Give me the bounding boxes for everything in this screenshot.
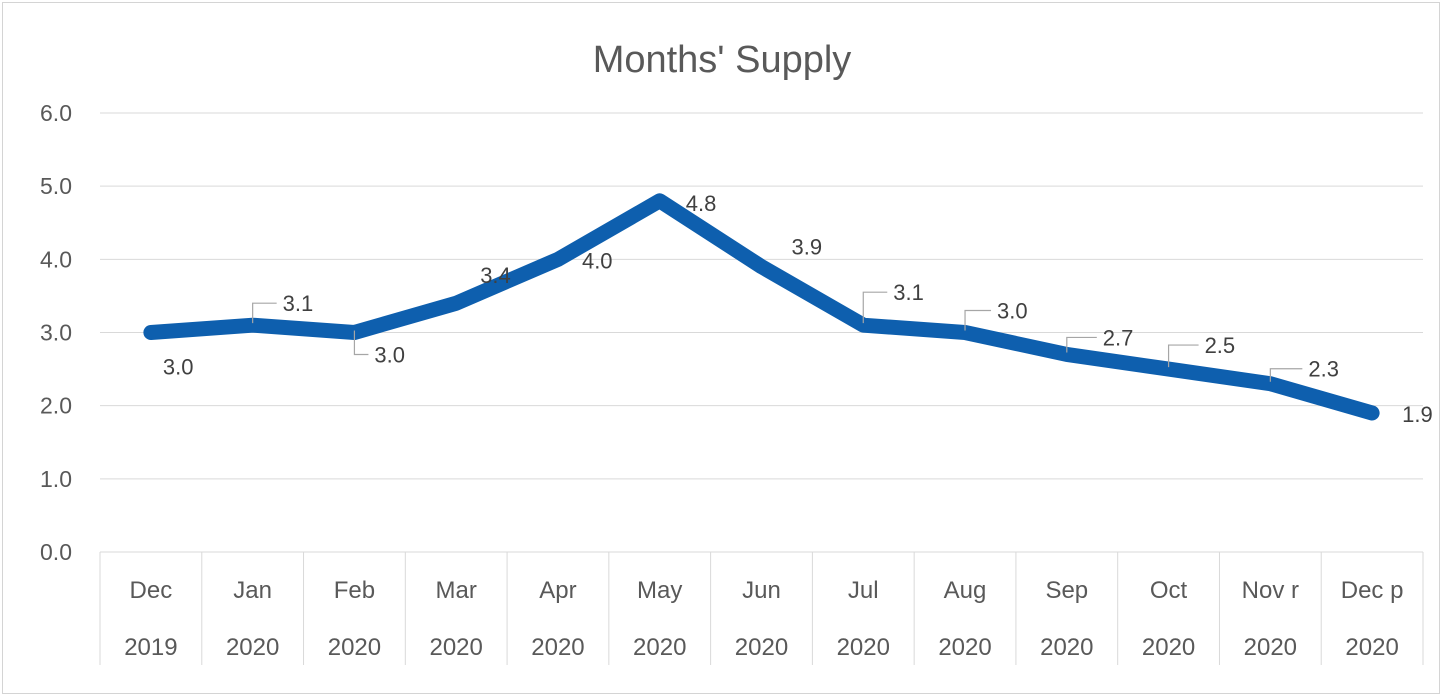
data-label-leader	[862, 291, 888, 324]
series-line	[143, 193, 1380, 421]
x-tick-label-year: 2020	[1345, 634, 1398, 661]
x-tick-label-year: 2020	[531, 634, 584, 661]
y-tick-label: 3.0	[40, 320, 72, 346]
data-label: 3.1	[283, 291, 314, 316]
data-label-leader	[353, 330, 369, 356]
data-label-leader	[1269, 368, 1303, 382]
x-tick-label-month: Apr	[539, 577, 576, 604]
data-label: 2.7	[1103, 325, 1134, 350]
x-tick-label-month: Aug	[944, 577, 987, 604]
data-label-leader	[252, 302, 277, 324]
x-axis-category-table: Dec 2019 Jan 2020 Feb 2020 Mar 2020 Apr 2020 May 20…	[99, 552, 1424, 665]
x-tick-label-month: Dec p	[1341, 577, 1404, 604]
x-tick-label-year: 2020	[1244, 634, 1297, 661]
data-label: 3.0	[997, 299, 1028, 324]
data-label-leader	[1066, 336, 1097, 353]
x-tick-label-month: Jun	[742, 577, 781, 604]
x-tick-label-year: 2020	[1142, 634, 1195, 661]
x-tick-label-month: Nov r	[1242, 577, 1299, 604]
data-label-leader	[1167, 344, 1199, 368]
data-label: 3.9	[792, 235, 823, 260]
x-tick-label-year: 2020	[938, 634, 991, 661]
x-tick-label-year: 2020	[328, 634, 381, 661]
data-label: 4.0	[582, 248, 613, 273]
x-tick-label-month: Feb	[334, 577, 375, 604]
y-tick-label: 4.0	[40, 246, 72, 272]
data-label: 3.0	[163, 355, 194, 380]
y-axis-ticks: 0.0 1.0 2.0 3.0 4.0 5.0 6.0	[40, 100, 72, 565]
x-tick-label-year: 2020	[226, 634, 279, 661]
x-tick-label-month: Oct	[1150, 577, 1188, 604]
chart-title: Months' Supply	[593, 39, 852, 81]
data-label: 3.0	[374, 343, 405, 368]
series-line-layer	[143, 193, 1380, 421]
x-tick-label-month: Mar	[436, 577, 477, 604]
data-label-leader	[964, 309, 992, 331]
x-tick-label-year: 2020	[837, 634, 890, 661]
data-label: 4.8	[686, 191, 717, 216]
x-tick-label-month: Jul	[848, 577, 879, 604]
data-label: 1.9	[1402, 402, 1433, 427]
x-tick-label-month: Dec	[130, 577, 173, 604]
data-label: 2.5	[1205, 333, 1236, 358]
x-tick-label-year: 2019	[124, 634, 177, 661]
x-tick-label-month: Jan	[233, 577, 272, 604]
y-tick-label: 1.0	[40, 466, 72, 492]
x-tick-label-year: 2020	[429, 634, 482, 661]
y-tick-label: 2.0	[40, 393, 72, 419]
x-tick-label-year: 2020	[1040, 634, 1093, 661]
data-label: 3.4	[480, 263, 511, 288]
x-tick-label-year: 2020	[735, 634, 788, 661]
data-labels: 3.0 3.1 3.0 3.4 4.0 4.8 3.9 3.1 3.0 2.7 2.5 2.3 1.9	[163, 191, 1433, 427]
data-label: 2.3	[1308, 357, 1339, 382]
x-tick-label-month: Sep	[1045, 577, 1088, 604]
x-tick-label-month: May	[637, 577, 682, 604]
data-label: 3.1	[893, 280, 924, 305]
x-tick-label-year: 2020	[633, 634, 686, 661]
y-tick-label: 6.0	[40, 100, 72, 126]
y-tick-label: 5.0	[40, 173, 72, 199]
y-tick-label: 0.0	[40, 539, 72, 565]
